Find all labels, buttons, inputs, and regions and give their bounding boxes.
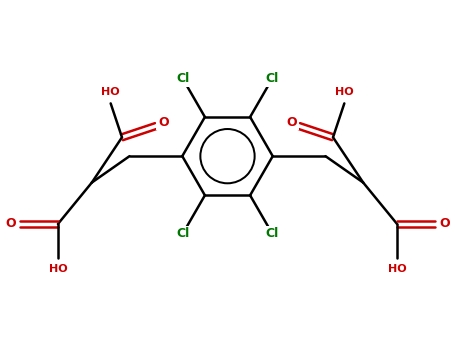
Text: O: O bbox=[286, 116, 297, 129]
Text: HO: HO bbox=[335, 87, 354, 97]
Text: O: O bbox=[158, 116, 169, 129]
Text: Cl: Cl bbox=[176, 72, 189, 85]
Text: HO: HO bbox=[388, 264, 406, 274]
Text: HO: HO bbox=[101, 87, 120, 97]
Text: O: O bbox=[5, 217, 16, 231]
Text: Cl: Cl bbox=[176, 228, 189, 240]
Text: Cl: Cl bbox=[266, 228, 279, 240]
Text: Cl: Cl bbox=[266, 72, 279, 85]
Text: O: O bbox=[439, 217, 450, 231]
Text: HO: HO bbox=[49, 264, 67, 274]
